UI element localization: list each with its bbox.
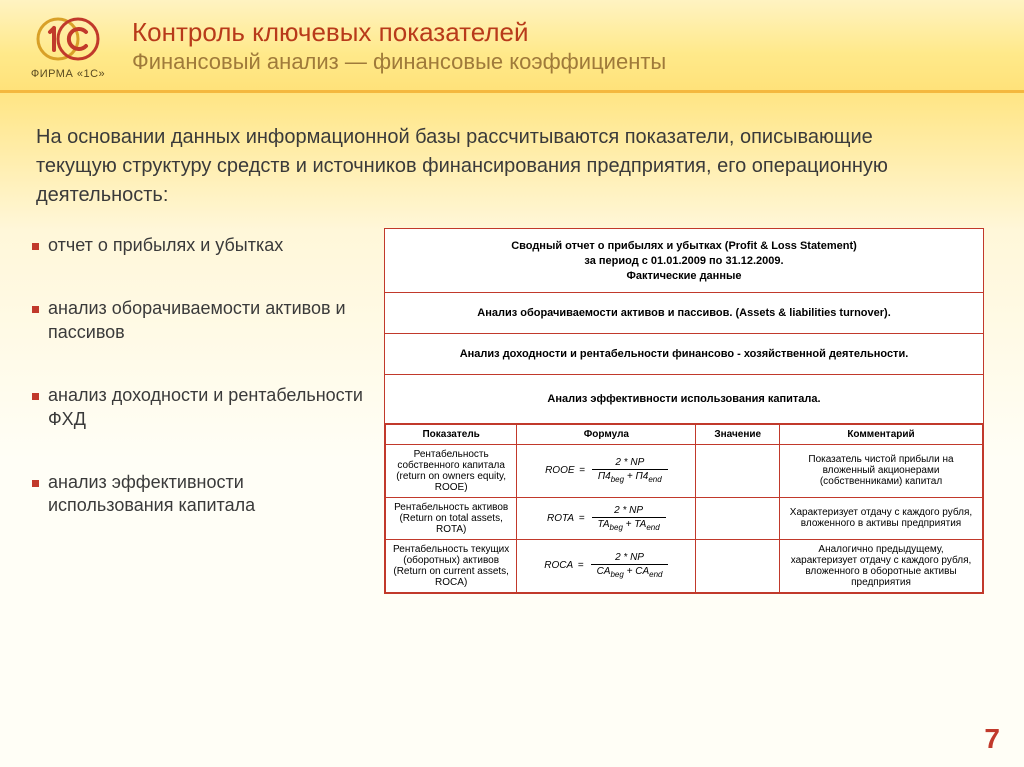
report-header: Сводный отчет о прибылях и убытках (Prof… <box>385 229 983 293</box>
indicator-cell: Рентабельность текущих (оборотных) актив… <box>386 539 517 592</box>
fraction: 2 * NP CAbeg + CAend <box>591 552 669 579</box>
firm-label: ФИРМА «1С» <box>18 68 118 80</box>
logo-1c-icon <box>36 14 100 64</box>
content-row: отчет о прибылях и убытках анализ оборач… <box>0 228 1024 594</box>
table-row: Рентабельность текущих (оборотных) актив… <box>386 539 983 592</box>
formula-cell: ROCA = 2 * NP CAbeg + CAend <box>517 539 696 592</box>
value-cell <box>696 539 780 592</box>
slide-header: ФИРМА «1С» Контроль ключевых показателей… <box>0 0 1024 93</box>
report-head-line: за период с 01.01.2009 по 31.12.2009. <box>391 254 977 269</box>
report-head-line: Сводный отчет о прибылях и убытках (Prof… <box>391 239 977 254</box>
intro-paragraph: На основании данных информационной базы … <box>36 123 916 210</box>
fraction: 2 * NP TAbeg + TAend <box>592 505 666 532</box>
logo-block: ФИРМА «1С» <box>18 14 118 80</box>
table-header-row: Показатель Формула Значение Комментарий <box>386 424 983 444</box>
bullet-list: отчет о прибылях и убытках анализ оборач… <box>30 228 370 594</box>
slide-title: Контроль ключевых показателей <box>132 18 666 48</box>
comment-cell: Аналогично предыдущему, характеризует от… <box>780 539 983 592</box>
comment-cell: Характеризует отдачу с каждого рубля, вл… <box>780 497 983 539</box>
title-block: Контроль ключевых показателей Финансовый… <box>132 14 666 76</box>
fraction: 2 * NP П4beg + П4end <box>592 457 668 484</box>
value-cell <box>696 444 780 497</box>
formula-cell: ROOE = 2 * NP П4beg + П4end <box>517 444 696 497</box>
table-header: Комментарий <box>780 424 983 444</box>
comment-cell: Показатель чистой прибыли на вложенный а… <box>780 444 983 497</box>
bullet-item: анализ оборачиваемости активов и пассиво… <box>30 297 370 344</box>
report-section: Анализ доходности и рентабельности финан… <box>385 334 983 375</box>
indicator-cell: Рентабельность активов (Return on total … <box>386 497 517 539</box>
slide-subtitle: Финансовый анализ — финансовые коэффицие… <box>132 48 666 77</box>
report-head-line: Фактические данные <box>391 269 977 284</box>
table-row: Рентабельность собственного капитала (re… <box>386 444 983 497</box>
value-cell <box>696 497 780 539</box>
table-header: Формула <box>517 424 696 444</box>
table-row: Рентабельность активов (Return on total … <box>386 497 983 539</box>
report-section: Анализ оборачиваемости активов и пассиво… <box>385 293 983 334</box>
formula-cell: ROTA = 2 * NP TAbeg + TAend <box>517 497 696 539</box>
bullet-item: анализ эффективности использования капит… <box>30 471 370 518</box>
report-box: Сводный отчет о прибылях и убытках (Prof… <box>384 228 984 594</box>
bullet-item: отчет о прибылях и убытках <box>30 234 370 257</box>
table-header: Значение <box>696 424 780 444</box>
page-number: 7 <box>984 723 1000 755</box>
bullet-item: анализ доходности и рентабельности ФХД <box>30 384 370 431</box>
report-table: Показатель Формула Значение Комментарий … <box>385 424 983 593</box>
table-header: Показатель <box>386 424 517 444</box>
report-section: Анализ эффективности использования капит… <box>385 375 983 424</box>
indicator-cell: Рентабельность собственного капитала (re… <box>386 444 517 497</box>
